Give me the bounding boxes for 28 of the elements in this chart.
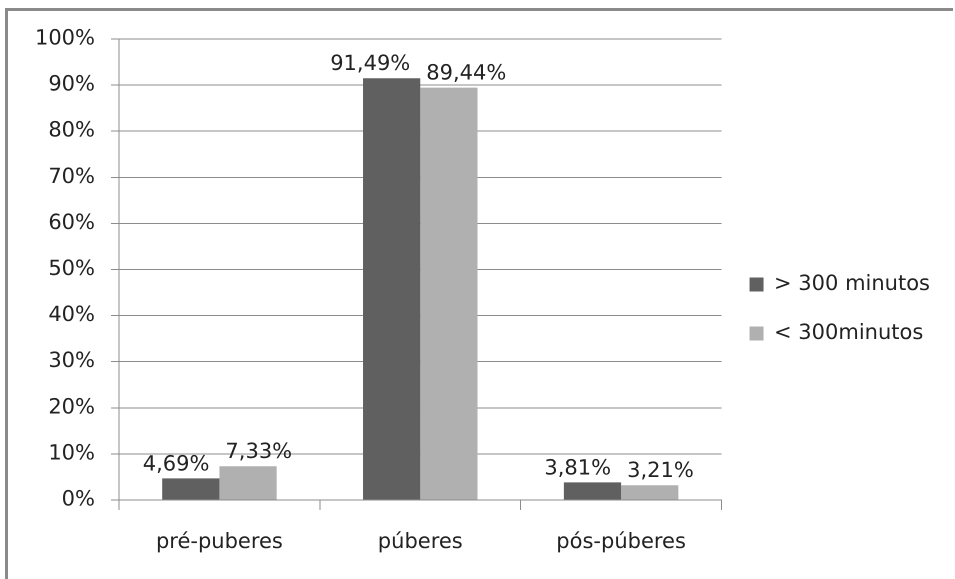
data-label: 91,49% <box>330 51 410 76</box>
data-label: 3,21% <box>627 458 694 482</box>
y-tick-label: 50% <box>48 256 95 280</box>
y-tick-label: 60% <box>48 210 95 234</box>
bar <box>363 78 420 500</box>
bar <box>564 482 622 500</box>
y-tick-label: 70% <box>48 164 95 188</box>
y-tick-label: 30% <box>48 348 95 372</box>
y-tick-label: 80% <box>48 118 95 142</box>
y-tick-label: 90% <box>48 72 95 96</box>
y-tick-label: 100% <box>34 25 95 50</box>
y-tick-label: 20% <box>48 394 95 418</box>
y-tick-label: 10% <box>48 440 95 464</box>
y-tick-label: 0% <box>62 486 95 510</box>
x-tick-label: púberes <box>378 529 463 554</box>
legend-label: < 300minutos <box>774 320 924 344</box>
data-label: 89,44% <box>426 60 506 85</box>
bar <box>162 478 220 500</box>
x-tick-label: pré-puberes <box>156 529 283 554</box>
bar <box>219 466 277 500</box>
bar <box>420 88 478 500</box>
data-label: 4,69% <box>142 451 210 476</box>
data-label: 7,33% <box>225 439 292 464</box>
x-tick-label: pós-púberes <box>556 529 686 554</box>
bar <box>621 485 678 500</box>
data-label: 3,81% <box>544 455 612 480</box>
y-tick-label: 40% <box>48 302 95 326</box>
legend-label: > 300 minutos <box>774 270 930 295</box>
